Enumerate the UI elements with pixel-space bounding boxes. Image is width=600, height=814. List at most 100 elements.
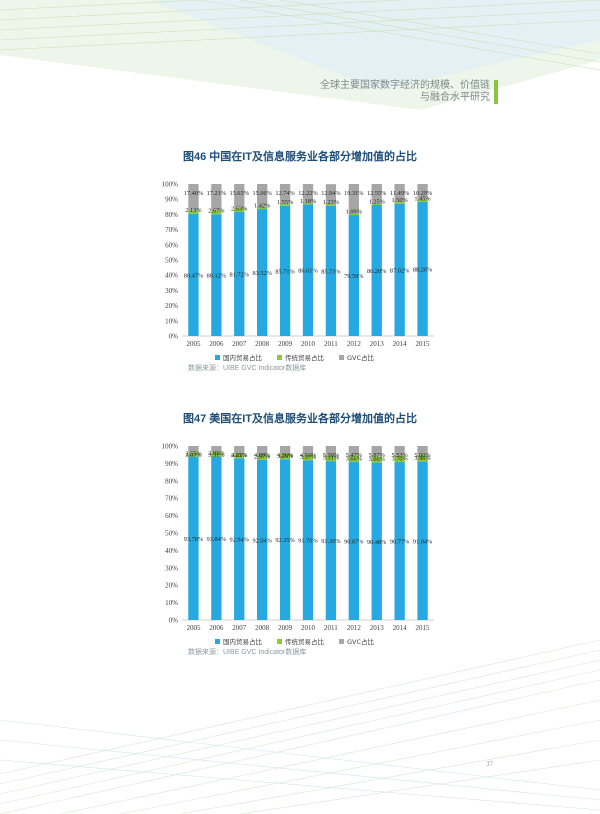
data-label: 92.04% [252,537,272,544]
bar-segment-gvc [417,446,428,455]
bar-segment-domestic [348,215,359,336]
data-label: 12.22% [298,190,318,197]
data-label: 5.53% [392,452,409,459]
y-tick-label: 30% [165,287,178,295]
data-label: 1.18% [300,198,317,205]
bar-segment-domestic [302,204,314,336]
x-tick-label: 2006 [209,624,224,632]
bar-segment-traditional [279,453,291,460]
data-label: 85.73% [321,268,341,275]
x-tick-label: 2011 [324,624,338,632]
data-label: 3.31% [208,452,225,459]
y-tick-label: 100% [162,443,179,451]
legend-swatch [277,355,282,360]
legend-swatch [339,639,344,644]
x-tick-label: 2015 [416,624,431,632]
data-label: 79.59% [344,273,364,280]
bar-segment-traditional [348,213,359,216]
bar-segment-gvc [371,445,382,457]
bar-segment-gvc [417,184,428,200]
bar-segment-domestic [279,205,291,336]
legend-swatch [215,355,220,360]
chart-china: 图46 中国在IT及信息服务业各部分增加值的占比 0% 10% 20% 30% 40% 5… [150,150,450,374]
bar-segment-traditional [325,203,337,206]
bar-segment-traditional [257,206,268,210]
x-tick-label: 2005 [186,624,201,632]
data-label: 15.65% [230,190,250,197]
data-label: 5.00% [414,452,431,459]
x-tick-label: 2012 [347,340,362,348]
chart-china-plot: 0% 10% 20% 30% 40% 50% 60% 70% 80% 90% 100% 2005 200… [162,181,434,362]
data-label: 12.55% [367,190,387,197]
legend-label: GVC占比 [347,353,375,362]
bar-segment-gvc [325,446,337,456]
data-label: 3.66% [369,456,386,463]
data-label: 83.52% [252,270,272,277]
x-tick-label: 2007 [232,624,247,632]
bar-segment-gvc [371,184,382,204]
y-tick-label: 10% [165,599,178,607]
bar-segment-domestic [234,458,245,620]
data-label: 15.06% [252,190,272,197]
y-tick-label: 70% [165,226,178,234]
chart-usa: 图47 美国在IT及信息服务业各部分增加值的占比 0% 10% 20% 30% 40% 5… [150,412,450,658]
chart-title: 图47 美国在IT及信息服务业各部分增加值的占比 [182,413,418,425]
data-label: 17.21% [207,190,227,197]
bar-segment-gvc [394,183,405,202]
data-source: 数据来源：UIBE GVC Indicator数据库 [188,365,307,372]
bar-segment-traditional [348,455,359,462]
data-label: 85.71% [275,268,295,275]
legend-swatch [339,355,344,360]
data-label: 87.02% [390,267,410,274]
running-header-line-2: 与融合水平研究 [420,92,490,103]
y-tick-label: 40% [165,272,178,280]
y-tick-label: 10% [165,317,178,325]
bar-segment-traditional [417,454,428,462]
bar-segment-gvc [348,446,359,456]
bar-segment-domestic [279,459,291,620]
bar-segment-traditional [211,210,222,215]
bar-segment-traditional [302,454,314,461]
bar-segment-gvc [188,446,199,453]
y-tick-label: 50% [165,530,178,538]
data-label: 2.85% [231,452,248,459]
running-header: 全球主要国家数字经济的规模、价值链 与融合水平研究 [320,80,490,104]
data-label: 2.85% [208,450,225,457]
y-tick-label: 60% [165,512,178,520]
legend-label: 国内贸易占比 [223,637,263,646]
x-tick-label: 2013 [370,624,385,632]
bar-segment-traditional [211,451,222,457]
bar-segment-domestic [417,461,428,620]
data-label: 3.70% [392,456,409,463]
y-tick-label: 80% [165,211,178,219]
data-label: 5.39% [323,452,340,459]
data-label: 3.96% [414,455,431,462]
x-tick-label: 2006 [209,340,224,348]
y-tick-label: 20% [165,302,178,310]
header-accent-bar [494,80,498,104]
bar-segment-traditional [325,455,337,462]
data-label: 92.35% [275,537,295,544]
running-header-line-1: 全球主要国家数字经济的规模、价值链 [320,80,490,91]
bar-segment-domestic [234,211,245,336]
y-tick-label: 0% [169,333,179,341]
bar-segment-domestic [211,214,222,336]
chart-title: 图46 中国在IT及信息服务业各部分增加值的占比 [182,151,418,163]
bar-segment-domestic [211,456,222,620]
data-label: 80.47% [184,272,204,279]
data-label: 92.94% [230,537,250,544]
bar-segment-domestic [371,462,382,620]
legend-label: 传统贸易占比 [285,637,325,646]
data-label: 91.70% [298,538,318,545]
bar-segment-domestic [257,459,268,620]
data-label: 2.13% [185,207,202,214]
x-tick-label: 2005 [186,340,201,348]
y-tick-label: 90% [165,460,178,468]
bar-segment-domestic [302,460,314,620]
bar-segment-traditional [394,455,405,463]
data-label: 3.67% [185,452,202,459]
data-label: 1.25% [369,198,386,205]
bar-segment-gvc [257,446,268,455]
legend-label: 传统贸易占比 [285,353,325,362]
y-tick-label: 100% [162,181,179,189]
